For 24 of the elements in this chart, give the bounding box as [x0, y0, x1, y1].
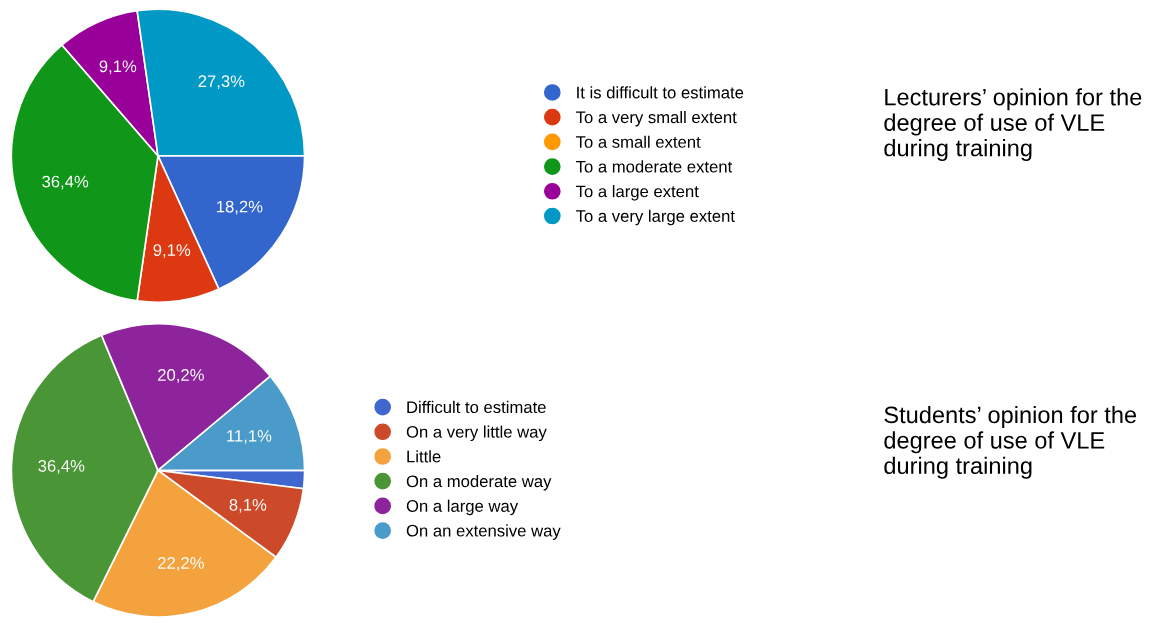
- data-label: 9,1%: [153, 244, 191, 258]
- legend-label: Little: [407, 450, 441, 463]
- legend-label: On a very little way: [406, 425, 547, 442]
- legend-label: On a moderate way: [406, 474, 552, 491]
- text: Students’ opinion for the degree of use of VLE during training: [884, 405, 1137, 479]
- data-label: 20,2%: [158, 369, 204, 383]
- data-label: 22,2%: [158, 557, 204, 571]
- legend-label: Difficult to estimate: [407, 400, 546, 414]
- legend-label: To a large extent: [576, 185, 699, 201]
- legend-label: To a small extent: [576, 135, 701, 148]
- legend-label: It is difficult to estimate: [577, 86, 744, 99]
- data-label: 11,1%: [227, 430, 272, 444]
- data-label: 9,1%: [99, 60, 137, 75]
- legend-label: On an extensive way: [406, 524, 561, 540]
- data-label: 18,2%: [217, 200, 263, 215]
- data-label: 27,3%: [198, 75, 245, 90]
- text: Lecturers’ opinion for the degree of use of VLE during training: [884, 88, 1142, 162]
- legend-label: On a large way: [406, 499, 519, 516]
- data-label: 8,1%: [229, 498, 267, 513]
- legend-label: To a very small extent: [576, 110, 737, 127]
- legend-label: To a very large extent: [576, 209, 735, 226]
- data-label: 36,4%: [38, 460, 85, 474]
- legend-label: To a moderate extent: [576, 160, 733, 173]
- data-label: 36,4%: [42, 175, 89, 190]
